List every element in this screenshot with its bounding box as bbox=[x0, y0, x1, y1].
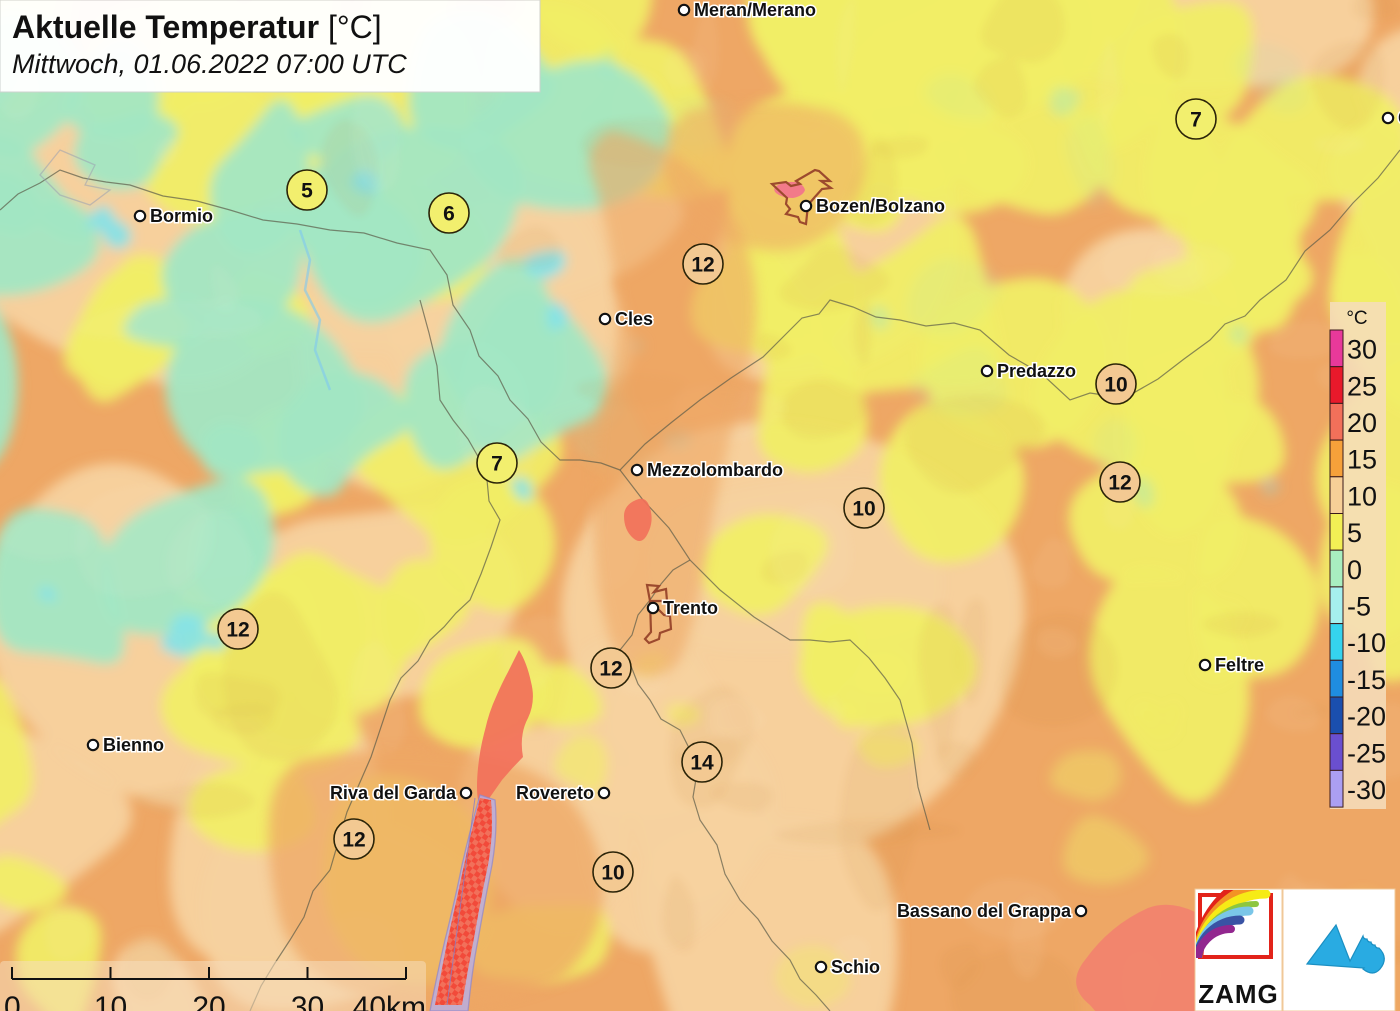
svg-text:Riva del Garda: Riva del Garda bbox=[330, 783, 457, 803]
svg-text:°C: °C bbox=[1346, 308, 1367, 329]
svg-text:ZAMG: ZAMG bbox=[1198, 979, 1279, 1009]
svg-text:12: 12 bbox=[226, 619, 249, 642]
svg-text:10: 10 bbox=[94, 991, 127, 1011]
svg-text:12: 12 bbox=[342, 829, 365, 852]
svg-text:Feltre: Feltre bbox=[1215, 655, 1264, 675]
svg-text:-20: -20 bbox=[1347, 702, 1386, 732]
svg-text:0: 0 bbox=[1347, 555, 1362, 585]
svg-text:Mittwoch, 01.06.2022 07:00 UTC: Mittwoch, 01.06.2022 07:00 UTC bbox=[12, 49, 407, 79]
svg-text:Predazzo: Predazzo bbox=[997, 361, 1076, 381]
svg-text:7: 7 bbox=[1190, 109, 1202, 132]
svg-text:Mezzolombardo: Mezzolombardo bbox=[647, 460, 783, 480]
svg-text:6: 6 bbox=[443, 203, 455, 226]
svg-text:12: 12 bbox=[691, 254, 714, 277]
svg-text:14: 14 bbox=[690, 752, 714, 775]
svg-text:Cles: Cles bbox=[615, 309, 653, 329]
svg-text:0: 0 bbox=[4, 991, 21, 1011]
svg-text:-25: -25 bbox=[1347, 738, 1386, 768]
svg-text:5: 5 bbox=[301, 180, 313, 203]
svg-text:Trento: Trento bbox=[663, 598, 718, 618]
svg-text:12: 12 bbox=[1108, 472, 1131, 495]
svg-text:Rovereto: Rovereto bbox=[516, 783, 594, 803]
svg-text:Meran/Merano: Meran/Merano bbox=[694, 0, 816, 20]
svg-text:10: 10 bbox=[852, 498, 875, 521]
svg-text:10: 10 bbox=[1104, 374, 1127, 397]
svg-text:12: 12 bbox=[599, 658, 622, 681]
svg-text:-30: -30 bbox=[1347, 775, 1386, 805]
svg-text:10: 10 bbox=[601, 862, 624, 885]
svg-text:5: 5 bbox=[1347, 518, 1362, 548]
svg-text:7: 7 bbox=[491, 453, 503, 476]
svg-text:15: 15 bbox=[1347, 445, 1377, 475]
svg-text:20: 20 bbox=[192, 991, 225, 1011]
svg-text:40km: 40km bbox=[353, 991, 426, 1011]
svg-text:Aktuelle Temperatur [°C]: Aktuelle Temperatur [°C] bbox=[12, 9, 382, 45]
svg-text:30: 30 bbox=[291, 991, 324, 1011]
svg-text:10: 10 bbox=[1347, 481, 1377, 511]
svg-text:Bormio: Bormio bbox=[150, 206, 213, 226]
svg-text:-5: -5 bbox=[1347, 592, 1371, 622]
svg-text:Bozen/Bolzano: Bozen/Bolzano bbox=[816, 196, 945, 216]
svg-text:-15: -15 bbox=[1347, 665, 1386, 695]
svg-text:Schio: Schio bbox=[831, 957, 880, 977]
svg-text:25: 25 bbox=[1347, 371, 1377, 401]
svg-text:Bassano del Grappa: Bassano del Grappa bbox=[897, 901, 1072, 921]
svg-text:-10: -10 bbox=[1347, 628, 1386, 658]
svg-text:Bienno: Bienno bbox=[103, 735, 164, 755]
svg-text:30: 30 bbox=[1347, 335, 1377, 365]
svg-text:20: 20 bbox=[1347, 408, 1377, 438]
